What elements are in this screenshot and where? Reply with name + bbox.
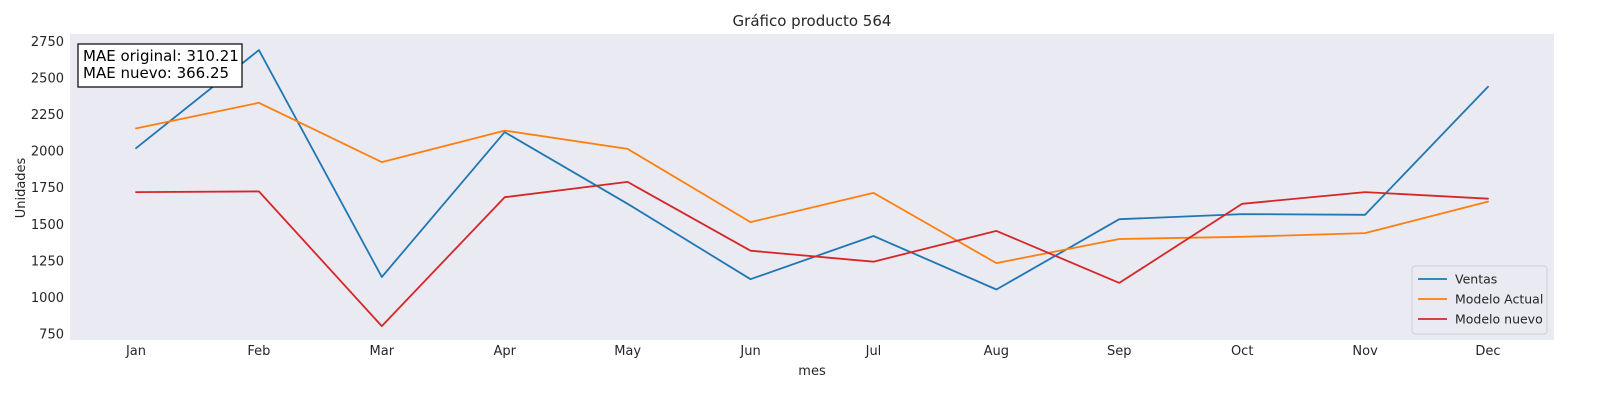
x-tick-label: Jun: [739, 344, 760, 359]
chart-title: Gráfico producto 564: [733, 12, 892, 30]
y-tick-label: 1250: [31, 254, 64, 269]
y-axis: 750 1000 1250 1500 1750 2000 2250 2500 2750: [31, 35, 64, 343]
legend: Ventas Modelo Actual Modelo nuevo: [1411, 265, 1548, 335]
y-tick-label: 1500: [31, 218, 64, 233]
x-tick-label: May: [614, 344, 641, 359]
annotation-line-2: MAE nuevo: 366.25: [83, 64, 229, 82]
y-tick-label: 1750: [31, 181, 64, 196]
x-tick-label: Dec: [1475, 344, 1500, 359]
x-axis: Jan Feb Mar Apr May Jun Jul Aug Sep Oct Nov Dec: [125, 344, 1501, 359]
y-tick-label: 2250: [31, 108, 64, 123]
x-tick-label: Sep: [1107, 344, 1132, 359]
legend-frame: [1411, 265, 1548, 335]
x-tick-label: Jan: [125, 344, 146, 359]
x-tick-label: Mar: [370, 344, 395, 359]
x-tick-label: Feb: [247, 344, 270, 359]
y-tick-label: 1000: [31, 291, 64, 306]
legend-label: Modelo Actual: [1455, 292, 1543, 307]
series-lines: [135, 49, 1489, 328]
x-tick-label: Apr: [493, 344, 516, 359]
x-tick-label: Oct: [1231, 344, 1253, 359]
legend-label: Modelo nuevo: [1455, 312, 1543, 327]
y-tick-label: 2500: [31, 71, 64, 86]
x-tick-label: Nov: [1352, 344, 1378, 359]
series-line-3: [135, 180, 1489, 328]
x-tick-label: Aug: [984, 344, 1009, 359]
y-tick-label: 2000: [31, 145, 64, 160]
mae-annotation-box: MAE original: 310.21 MAE nuevo: 366.25: [77, 43, 243, 88]
x-tick-label: Jul: [865, 344, 882, 359]
legend-label: Ventas: [1455, 272, 1497, 287]
annotation-frame: [77, 43, 243, 88]
y-tick-label: 2750: [31, 35, 64, 50]
annotation-line-1: MAE original: 310.21: [83, 47, 239, 65]
series-line-2: [135, 101, 1489, 265]
y-tick-label: 750: [39, 328, 64, 343]
plot-area: [70, 34, 1554, 340]
x-axis-title: mes: [798, 364, 826, 379]
series-line-1: [135, 49, 1489, 291]
y-axis-title: Unidades: [14, 157, 29, 218]
